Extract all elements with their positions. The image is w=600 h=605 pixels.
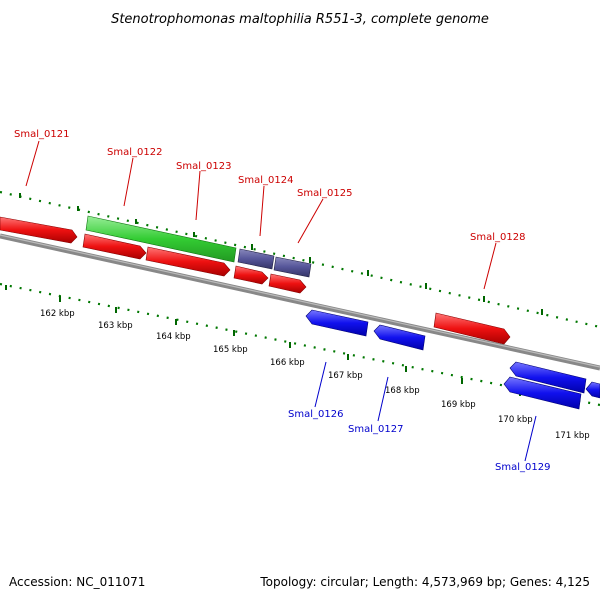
- leader-line-smal-0123: [195, 170, 201, 221]
- leader-line-smal-0127: [377, 376, 389, 422]
- gene-arrow-smal-0124b[interactable]: [233, 265, 269, 285]
- ruler-outer: [0, 190, 600, 329]
- leader-line-smal-0125: [297, 198, 324, 244]
- gene-label-smal-0122[interactable]: Smal_0122: [107, 147, 162, 158]
- gene-label-smal-0123[interactable]: Smal_0123: [176, 161, 231, 172]
- gene-label-smal-0121[interactable]: Smal_0121: [14, 129, 69, 140]
- ruler-tick-label: 162 kbp: [40, 309, 75, 319]
- genome-backbone-highlight: [0, 234, 600, 368]
- ruler-tick-label: 168 kbp: [385, 386, 420, 396]
- ruler-tick-label: 167 kbp: [328, 371, 363, 381]
- gene-arrow-smal-0122[interactable]: [82, 233, 147, 260]
- gene-arrow-smal-0129b[interactable]: [503, 376, 582, 410]
- ruler-inner: [0, 282, 600, 407]
- gene-arrow-smal-0128[interactable]: [433, 312, 511, 345]
- accession-label: Accession: NC_011071: [9, 575, 145, 589]
- gene-label-smal-0129[interactable]: Smal_0129: [495, 462, 550, 473]
- ruler-tick-label: 166 kbp: [270, 358, 305, 368]
- ruler-tick-label: 170 kbp: [498, 415, 533, 425]
- gene-arrow-smal-0121[interactable]: [0, 216, 78, 244]
- ruler-tick-label: 165 kbp: [213, 345, 248, 355]
- inner-ruler-ticks: [5, 285, 579, 407]
- gene-arrow-smal-0125b[interactable]: [268, 273, 307, 294]
- gene-arrow-smal-0129a[interactable]: [509, 361, 587, 394]
- gene-label-smal-0126[interactable]: Smal_0126: [288, 409, 343, 420]
- leader-line-smal-0128: [483, 242, 497, 290]
- gene-arrow-smal-0126[interactable]: [305, 309, 369, 337]
- ruler-tick-label: 164 kbp: [156, 332, 191, 342]
- ruler-tick-label: 163 kbp: [98, 321, 133, 331]
- gene-arrow-smal-0124[interactable]: [237, 248, 275, 270]
- leader-line-smal-0126: [314, 361, 327, 408]
- gene-label-smal-0128[interactable]: Smal_0128: [470, 232, 525, 243]
- gene-arrow-smal-0123b[interactable]: [145, 246, 231, 277]
- ruler-tick-label: 169 kbp: [441, 400, 476, 410]
- leader-line-smal-0121: [25, 140, 40, 187]
- ruler-tick-label: 171 kbp: [555, 431, 590, 441]
- gene-label-smal-0125[interactable]: Smal_0125: [297, 188, 352, 199]
- leader-line-smal-0129: [524, 415, 537, 462]
- outer-ruler-ticks: [19, 193, 543, 315]
- gene-label-smal-0127[interactable]: Smal_0127: [348, 424, 403, 435]
- leader-line-smal-0124: [259, 185, 265, 237]
- gene-arrow-smal-0125[interactable]: [273, 256, 312, 278]
- map-title: Stenotrophomonas maltophilia R551-3, com…: [111, 12, 489, 27]
- gene-arrow-smal-0123[interactable]: [85, 215, 237, 263]
- genome-summary: Topology: circular; Length: 4,573,969 bp…: [259, 575, 590, 589]
- gene-arrow-smal-0130[interactable]: [585, 381, 600, 399]
- leader-line-smal-0122: [123, 157, 134, 207]
- gene-arrow-smal-0127[interactable]: [373, 324, 426, 351]
- gene-label-smal-0124[interactable]: Smal_0124: [238, 175, 293, 186]
- genome-backbone: [0, 233, 600, 371]
